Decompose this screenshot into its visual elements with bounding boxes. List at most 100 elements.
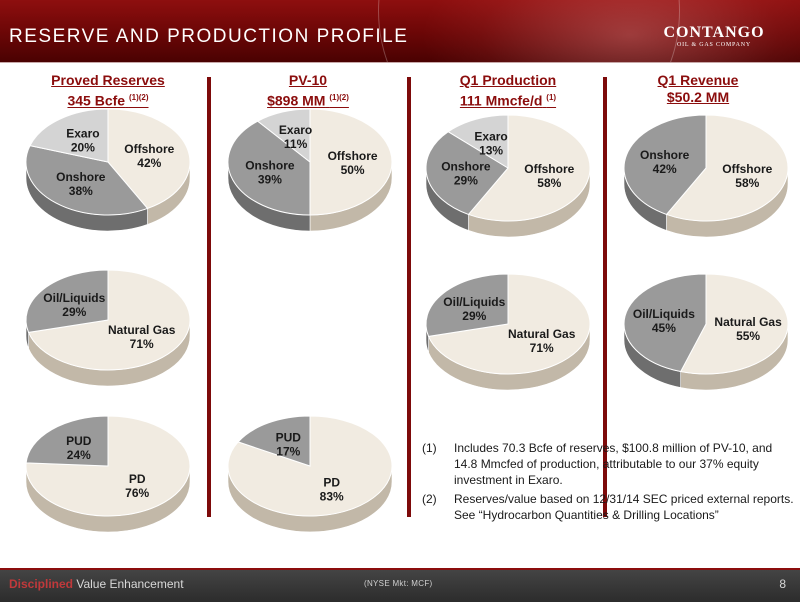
pie-slice-label: Onshore <box>245 158 295 172</box>
pie-slice-label: PD <box>323 475 340 489</box>
pie-slice-label: Exaro <box>474 130 507 144</box>
pie-slice <box>29 108 109 163</box>
pie-slice-label: Oil/Liquids <box>443 295 505 309</box>
column-subtitle: $898 MM <box>267 92 326 109</box>
pie-slice-value: 45% <box>652 321 676 335</box>
pie-slice-label: Offshore <box>722 162 772 176</box>
pie-slice <box>447 114 509 169</box>
pie-top <box>227 415 393 517</box>
column-title: PV-10 <box>288 72 328 88</box>
pie-slice <box>27 269 191 371</box>
column-divider <box>207 77 211 517</box>
pie-slice-value: 29% <box>62 305 86 319</box>
pie-slice <box>25 145 149 216</box>
pie-slice-value: 83% <box>320 489 344 503</box>
page-number: 8 <box>779 577 786 591</box>
footnote-text: Includes 70.3 Bcfe of reserves, $100.8 m… <box>454 441 773 487</box>
pie-top <box>25 269 191 371</box>
company-logo: CONTANGO OIL & GAS COMPANY <box>644 24 784 52</box>
pie-slice <box>623 114 707 216</box>
column-title: Q1 Production <box>459 72 557 88</box>
pie-top <box>425 273 591 375</box>
pie-slice-value: 71% <box>530 341 554 355</box>
pie-slice-label: PUD <box>276 431 302 445</box>
pie-slice <box>665 114 789 222</box>
column-subtitle: $50.2 MM <box>666 89 730 105</box>
pie-top <box>623 273 789 375</box>
column-divider <box>407 77 411 517</box>
pie-slice-value: 58% <box>537 176 561 190</box>
footnote-number: (2) <box>422 492 437 506</box>
pie-slice <box>679 273 789 375</box>
pie-slice-label: PD <box>129 472 146 486</box>
footer-ticker: (NYSE Mkt: MCF) <box>364 579 433 588</box>
page-title: RESERVE AND PRODUCTION PROFILE <box>9 26 409 47</box>
footnote-number: (1) <box>422 441 437 455</box>
pie-top <box>25 108 191 216</box>
pie-slice-value: 55% <box>736 329 760 343</box>
pie-top <box>623 114 789 222</box>
pie-top <box>425 114 591 222</box>
pie-slice-value: 20% <box>71 141 95 155</box>
pie-slice-label: Offshore <box>124 142 174 156</box>
column-subtitle: 111 Mmcfe/d <box>459 92 543 109</box>
pie-slice <box>623 273 707 373</box>
pie-slice-label: Oil/Liquids <box>43 291 105 305</box>
pie-top <box>227 108 393 216</box>
pie-slice <box>425 131 509 216</box>
pie-slice-label: Natural Gas <box>108 323 176 337</box>
pie-top <box>25 415 191 517</box>
column-footnote-ref: (1)(2) <box>128 93 149 102</box>
pie-slice-label: Exaro <box>279 123 312 137</box>
pie-slice-value: 39% <box>258 172 282 186</box>
footer-tagline-highlight: Disciplined <box>9 577 74 591</box>
column-footnote-ref: (1)(2) <box>329 93 349 102</box>
pie-slice-value: 42% <box>137 156 161 170</box>
pie-slice-value: 17% <box>276 445 300 459</box>
footnotes: (1) Includes 70.3 Bcfe of reserves, $100… <box>420 440 795 526</box>
column-header-reserves: Proved Reserves 345 Bcfe (1)(2) <box>18 72 198 110</box>
pie-slice-value: 58% <box>735 176 759 190</box>
column-divider <box>603 77 607 517</box>
pie-slice <box>237 415 311 467</box>
pie-slice-value: 50% <box>341 163 365 177</box>
pie-slice-label: Onshore <box>640 148 690 162</box>
pie-slice <box>107 108 191 210</box>
footnote-text: Reserves/value based on 12/31/14 SEC pri… <box>454 492 794 522</box>
pie-slice-label: Exaro <box>66 127 99 141</box>
column-title: Q1 Revenue <box>657 72 739 88</box>
pie-slice-label: Onshore <box>56 170 106 184</box>
pie-slice-value: 42% <box>653 162 677 176</box>
pie-slice-value: 38% <box>69 184 93 198</box>
pie-slice <box>427 273 591 375</box>
column-subtitle: 345 Bcfe <box>67 92 126 109</box>
pie-slice-label: Offshore <box>524 162 574 176</box>
column-header-production: Q1 Production 111 Mmcfe/d (1) <box>418 72 598 110</box>
pie-slice-value: 71% <box>130 337 154 351</box>
pie-slice <box>309 108 393 216</box>
column-header-revenue: Q1 Revenue $50.2 MM <box>608 72 788 106</box>
logo-name: CONTANGO <box>663 24 765 41</box>
header-rule <box>0 62 800 67</box>
logo-subtitle: OIL & GAS COMPANY <box>677 42 751 48</box>
pie-slice-value: 76% <box>125 486 149 500</box>
header-bar: RESERVE AND PRODUCTION PROFILE CONTANGO … <box>0 0 800 62</box>
pie-slice <box>25 269 109 333</box>
column-title: Proved Reserves <box>51 72 165 88</box>
pie-slice <box>227 120 311 216</box>
pie-slice-label: Natural Gas <box>508 327 576 341</box>
